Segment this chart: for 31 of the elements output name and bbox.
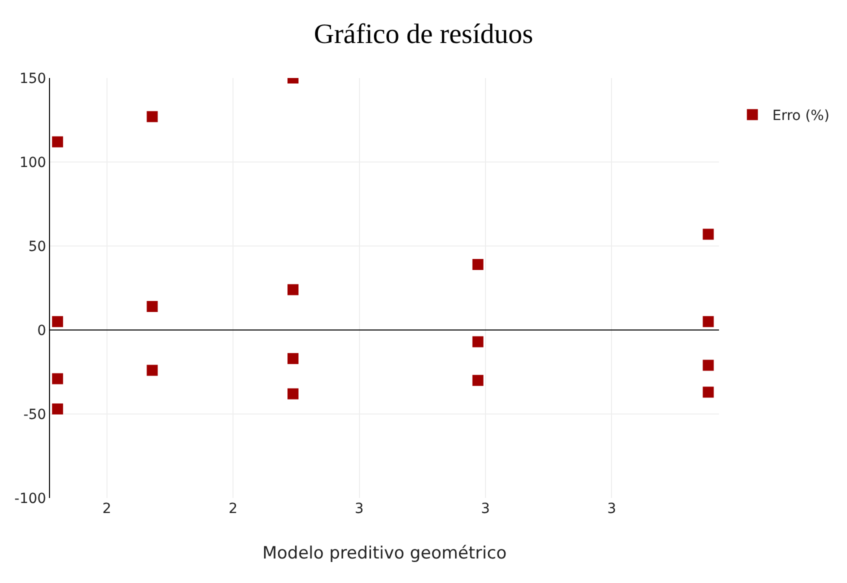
y-tick-label: -100 bbox=[14, 490, 46, 507]
point bbox=[287, 388, 298, 400]
point bbox=[702, 228, 714, 240]
point bbox=[287, 353, 298, 364]
x-tick-label: 3 bbox=[607, 501, 616, 517]
point bbox=[52, 403, 64, 414]
point bbox=[52, 136, 64, 148]
point bbox=[146, 364, 158, 376]
x-tick-label: 2 bbox=[228, 501, 238, 517]
legend-label: Erro (%) bbox=[772, 108, 830, 124]
point bbox=[146, 111, 158, 122]
point bbox=[702, 386, 714, 398]
y-tick-label: 150 bbox=[19, 70, 46, 87]
point bbox=[52, 373, 64, 384]
y-tick-label: 50 bbox=[28, 238, 46, 255]
x-tick-label: 3 bbox=[354, 501, 364, 517]
point bbox=[472, 374, 484, 386]
point bbox=[287, 284, 298, 296]
point bbox=[702, 360, 714, 371]
point bbox=[472, 336, 484, 348]
y-tick-label: 100 bbox=[19, 154, 46, 171]
x-tick-label: 2 bbox=[102, 501, 112, 517]
point bbox=[472, 258, 484, 270]
y-tick-label: -50 bbox=[23, 406, 46, 423]
x-tick-label: 3 bbox=[481, 501, 490, 517]
y-tick-label: 0 bbox=[37, 322, 46, 339]
x-axis-title: Modelo preditivo geométrico bbox=[262, 543, 507, 564]
point bbox=[52, 316, 64, 328]
point bbox=[702, 316, 714, 328]
chart-title: Gráfico de resíduos bbox=[314, 18, 534, 50]
point bbox=[146, 300, 158, 312]
